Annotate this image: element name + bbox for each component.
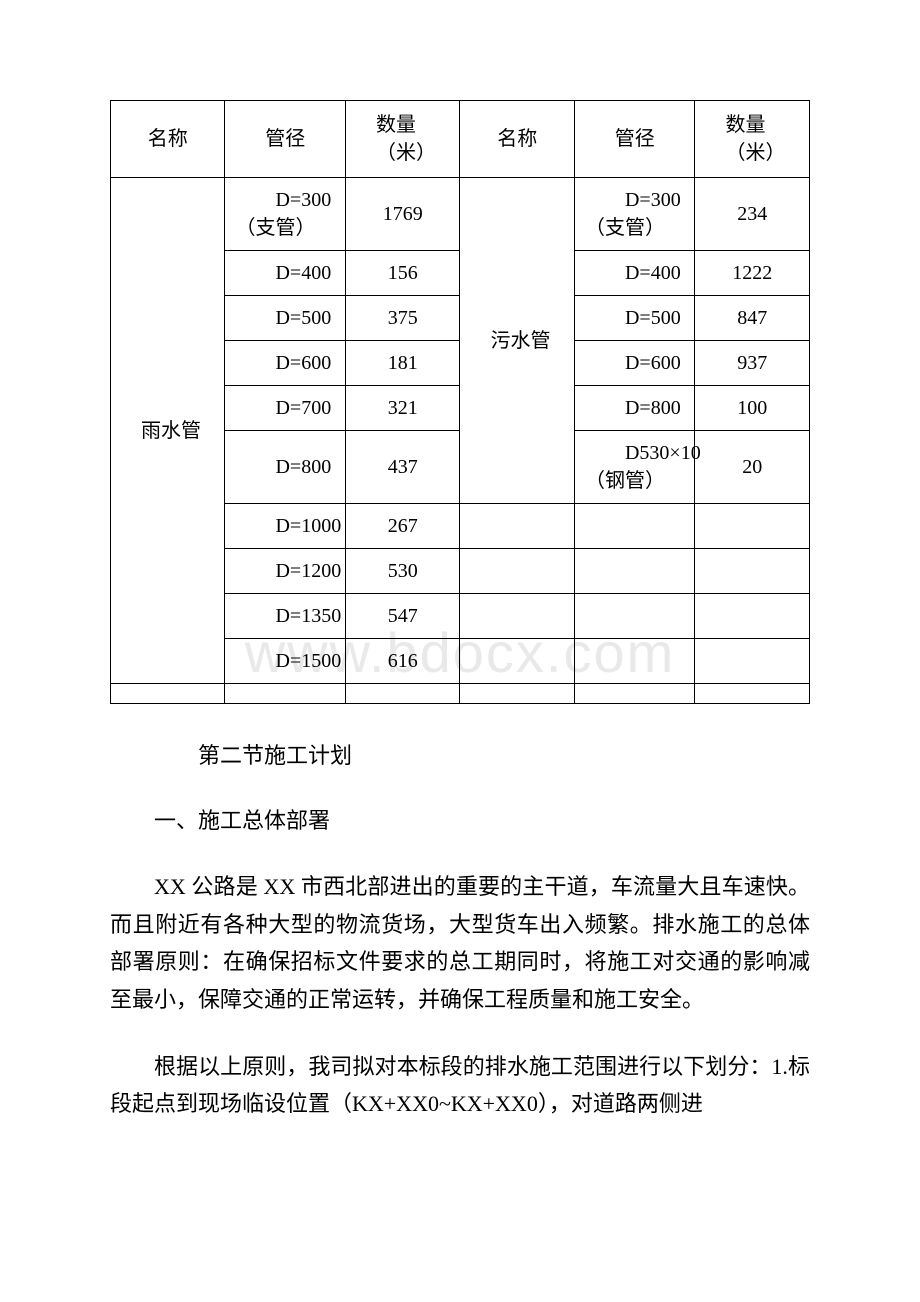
diam-cell: D=1500 [225,639,346,684]
qty-cell: 547 [346,594,460,639]
diam-cell: D=500 [225,296,346,341]
empty-cell [695,594,810,639]
qty-cell: 267 [346,504,460,549]
diam-cell: D=300（支管） [574,178,695,251]
qty-cell: 530 [346,549,460,594]
qty-cell: 1222 [695,251,810,296]
diam-cell: D=500 [574,296,695,341]
section-title: 第二节施工计划 [110,738,810,773]
diam-cell: D=1200 [225,549,346,594]
qty-cell: 156 [346,251,460,296]
pipe-quantity-table: 名称 管径 数量（米） 名称 管径 数量（米） 雨水管 D=300（支管） 17… [110,100,810,704]
rainwater-name-cell: 雨水管 [111,178,225,684]
diam-cell: D530×10（钢管） [574,431,695,504]
qty-cell: 616 [346,639,460,684]
header-qty-right: 数量（米） [695,101,810,178]
qty-cell: 234 [695,178,810,251]
sub-title: 一、施工总体部署 [110,803,810,838]
header-diam-right: 管径 [574,101,695,178]
qty-cell: 20 [695,431,810,504]
diam-cell: D=800 [225,431,346,504]
qty-cell: 375 [346,296,460,341]
table-header-row: 名称 管径 数量（米） 名称 管径 数量（米） [111,101,810,178]
empty-cell [574,549,695,594]
empty-cell [695,549,810,594]
header-qty-left: 数量（米） [346,101,460,178]
diam-cell: D=400 [574,251,695,296]
empty-cell [574,594,695,639]
qty-cell: 1769 [346,178,460,251]
diam-cell: D=600 [225,341,346,386]
diam-cell: D=1350 [225,594,346,639]
qty-cell: 321 [346,386,460,431]
empty-cell [574,639,695,684]
diam-cell: D=400 [225,251,346,296]
qty-cell: 937 [695,341,810,386]
qty-cell: 181 [346,341,460,386]
empty-cell [695,504,810,549]
header-name-right: 名称 [460,101,574,178]
empty-cell [574,504,695,549]
empty-cell [460,504,574,549]
paragraph-2: 根据以上原则，我司拟对本标段的排水施工范围进行以下划分：1.标段起点到现场临设位… [110,1048,810,1123]
table-empty-row [111,684,810,704]
qty-cell: 437 [346,431,460,504]
sewage-name-cell: 污水管 [460,178,574,504]
diam-cell: D=600 [574,341,695,386]
empty-cell [695,639,810,684]
header-name-left: 名称 [111,101,225,178]
empty-cell [460,639,574,684]
qty-cell: 847 [695,296,810,341]
diam-cell: D=1000 [225,504,346,549]
empty-cell [460,549,574,594]
header-diam-left: 管径 [225,101,346,178]
table-row: 雨水管 D=300（支管） 1769 污水管 D=300（支管） 234 [111,178,810,251]
diam-cell: D=700 [225,386,346,431]
diam-cell: D=800 [574,386,695,431]
empty-cell [460,594,574,639]
qty-cell: 100 [695,386,810,431]
diam-cell: D=300（支管） [225,178,346,251]
paragraph-1: XX 公路是 XX 市西北部进出的重要的主干道，车流量大且车速快。而且附近有各种… [110,868,810,1018]
